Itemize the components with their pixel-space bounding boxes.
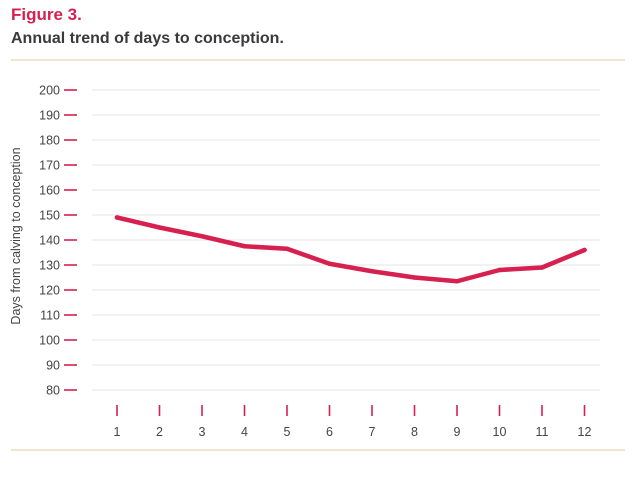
data-point: [157, 225, 162, 230]
grid-lines: [92, 89, 600, 391]
x-tick-label: 11: [536, 425, 549, 439]
series-line: [114, 215, 587, 284]
x-tick-label: 4: [241, 425, 248, 439]
data-point: [327, 261, 332, 267]
x-tick-label: 1: [114, 425, 121, 439]
y-tick-label: 110: [40, 309, 60, 323]
y-tick-label: 190: [39, 109, 60, 123]
bottom-divider: [11, 449, 625, 451]
x-tick-label: 9: [454, 425, 461, 439]
x-tick-label: 7: [369, 425, 376, 439]
x-axis: 1 2 3 4 5 6 7 8 9 10 11 12: [114, 405, 592, 439]
data-point: [539, 265, 545, 270]
x-tick-label: 5: [284, 425, 291, 439]
y-tick-label: 130: [39, 259, 60, 273]
data-point: [497, 267, 502, 273]
data-point: [242, 243, 247, 249]
x-tick-label: 6: [326, 425, 333, 439]
y-tick-label: 120: [39, 284, 60, 298]
x-tick-label: 8: [411, 425, 418, 439]
data-point: [199, 233, 205, 239]
figure-title: Annual trend of days to conception.: [11, 30, 284, 47]
y-tick-label: 160: [39, 184, 60, 198]
x-tick-label: 2: [156, 425, 163, 439]
top-divider: [11, 59, 625, 61]
y-axis-label: Days from calving to conception: [9, 147, 23, 324]
series: [114, 215, 587, 284]
data-point: [454, 278, 460, 284]
y-tick-label: 150: [39, 209, 60, 223]
x-tick-label: 12: [578, 425, 592, 439]
y-tick-label: 180: [39, 134, 60, 148]
x-tick-label: 10: [493, 425, 507, 439]
y-axis: 80 90 100 110 120 130 140 150 160 170 180 190 200: [39, 84, 77, 398]
y-tick-label: 140: [39, 234, 60, 248]
data-point: [114, 215, 120, 220]
data-point: [412, 275, 417, 280]
y-tick-label: 170: [39, 159, 60, 173]
x-tick-label: 3: [199, 425, 206, 439]
figure-label: Figure 3.: [11, 5, 82, 24]
y-tick-label: 200: [39, 84, 60, 98]
y-tick-label: 90: [46, 359, 60, 373]
data-point: [284, 246, 290, 252]
y-tick-label: 80: [46, 384, 60, 398]
data-point: [369, 268, 375, 274]
y-tick-label: 100: [39, 334, 60, 348]
data-point: [582, 247, 587, 253]
